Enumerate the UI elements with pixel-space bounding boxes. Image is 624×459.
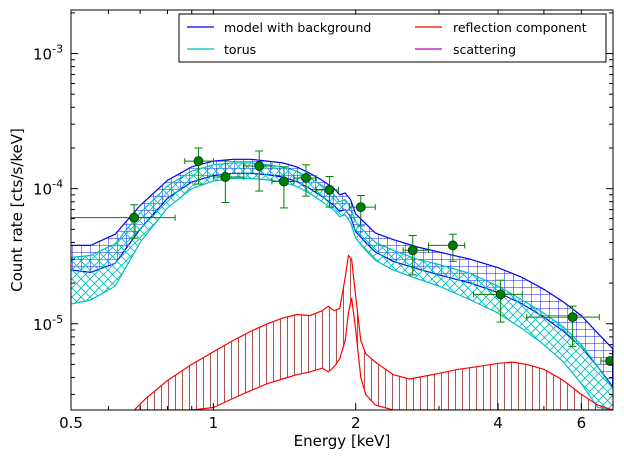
y-axis-title: Count rate [cts/s/keV] (8, 128, 26, 292)
reflection-component-upper-line (133, 254, 613, 410)
data-point-11 (526, 305, 600, 347)
x-tick-label: 2 (351, 414, 361, 432)
data-marker (193, 156, 204, 166)
model-with-background-upper-line (71, 158, 613, 350)
data-marker (254, 161, 265, 171)
data-marker (567, 312, 578, 323)
legend-label-reflection: reflection component (453, 20, 587, 35)
y-tick-label: 10-5 (33, 313, 63, 334)
data-marker (129, 212, 140, 223)
y-tick-label: 10-4 (33, 178, 63, 199)
data-marker (355, 202, 366, 213)
reflection-component-lower-line (134, 297, 613, 410)
x-tick-label: 6 (577, 414, 587, 432)
data-point-9 (427, 233, 466, 262)
data-marker (447, 240, 458, 251)
data-point-7 (348, 194, 376, 227)
data-point-12 (600, 356, 613, 366)
x-axis-title: Energy [keV] (294, 432, 391, 450)
x-tick-label: 1 (209, 414, 219, 432)
legend-box (178, 13, 607, 63)
data-point-1 (184, 147, 214, 185)
torus-upper-line (71, 162, 613, 390)
data-marker (407, 245, 418, 256)
data-marker (220, 172, 231, 182)
y-tick-label: 10-3 (33, 43, 63, 64)
data-point-8 (402, 235, 429, 276)
model-bands (71, 158, 613, 410)
data-point-6 (315, 176, 340, 208)
x-tick-label: 4 (493, 414, 503, 432)
data-point-2 (212, 160, 245, 203)
legend-label-scattering: scattering (453, 42, 516, 57)
data-point-3 (243, 150, 273, 192)
data-point-10 (473, 279, 523, 323)
axis-ticks: 0.5 1 2 4 6 10-5 10-4 10-3 (33, 10, 614, 432)
data-point-0 (71, 204, 176, 239)
data-point-4 (271, 166, 295, 209)
legend: model with background reflection compone… (178, 13, 607, 63)
data-marker (605, 356, 613, 366)
legend-label-model: model with background (224, 20, 371, 35)
x-tick-label: 0.5 (59, 414, 83, 432)
data-points (71, 147, 613, 366)
data-marker (495, 289, 506, 300)
torus-lower-line (71, 177, 613, 410)
data-marker (279, 176, 289, 187)
data-marker (324, 184, 335, 195)
data-point-5 (293, 164, 317, 197)
data-marker (301, 173, 311, 183)
legend-label-torus: torus (224, 42, 256, 57)
reflection-component-band-fill (134, 255, 613, 410)
torus-band-fill (71, 162, 613, 410)
